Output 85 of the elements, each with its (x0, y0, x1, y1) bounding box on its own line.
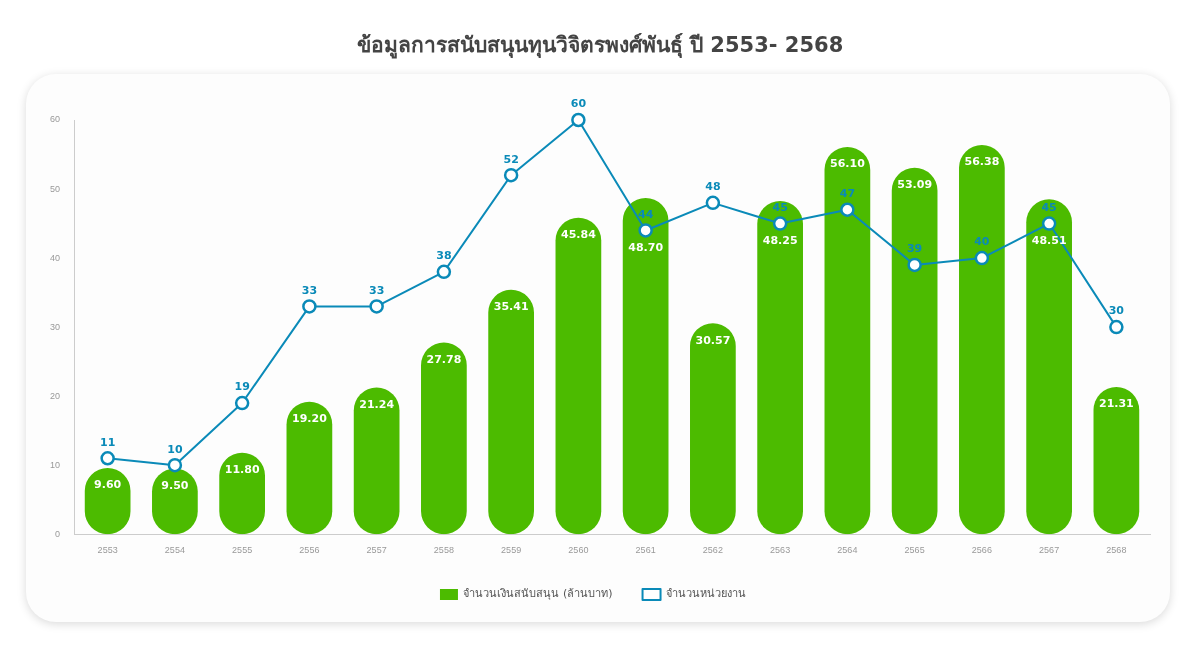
x-tick-label: 2553 (97, 545, 118, 556)
data-label: 9.60 (94, 478, 122, 492)
y-tick-label: 60 (50, 114, 61, 125)
data-label: 30 (1108, 304, 1125, 318)
data-label: 33 (301, 283, 318, 297)
y-tick-label: 0 (55, 528, 61, 539)
x-tick-label: 2560 (568, 545, 589, 556)
x-tick-label: 2557 (366, 545, 387, 556)
bar (488, 289, 534, 535)
x-tick-label: 2568 (1106, 545, 1127, 556)
data-label: 19 (234, 380, 250, 394)
x-tick-label: 2567 (1039, 545, 1060, 556)
bar (690, 323, 736, 535)
point (571, 112, 586, 128)
data-label: 45 (1041, 200, 1057, 214)
point (638, 223, 653, 238)
point (840, 202, 855, 217)
y-tick-label: 20 (50, 390, 61, 401)
data-label: 48.70 (628, 240, 664, 254)
data-label: 45.84 (560, 228, 597, 242)
data-label: 33 (368, 283, 385, 297)
bar (353, 387, 400, 535)
data-label: 45 (772, 200, 788, 214)
data-label: 35.41 (493, 300, 529, 314)
data-label: 38 (436, 249, 452, 263)
point (705, 195, 721, 211)
point (1109, 319, 1124, 335)
point (302, 299, 317, 314)
legend-label: จำนวนเงินสนับสนุน (ล้านบาท) (463, 587, 613, 601)
data-label: 56.10 (829, 157, 866, 171)
point (100, 451, 115, 466)
bar (421, 342, 467, 535)
x-tick-label: 2561 (635, 545, 656, 556)
chart-title: ข้อมูลการสนับสนุนทุนวิจิตรพงศ์พันธุ์ ปี 2553- 2568 (355, 32, 845, 61)
x-tick-label: 2564 (837, 545, 858, 556)
bar (891, 167, 938, 535)
data-label: 48 (705, 180, 721, 194)
bar (1026, 199, 1072, 535)
point (503, 167, 519, 183)
point (772, 216, 788, 231)
point (369, 299, 384, 314)
data-label: 56.38 (964, 155, 1000, 169)
data-label: 44 (637, 207, 654, 221)
point (167, 457, 183, 473)
legend-label: จำนวนหน่วยงาน (666, 587, 747, 601)
point (974, 250, 990, 266)
data-label: 21.24 (359, 397, 395, 411)
point (436, 264, 452, 280)
y-tick-label: 30 (50, 321, 61, 332)
x-tick-label: 2563 (770, 545, 791, 556)
data-label: 11 (99, 435, 116, 449)
x-tick-label: 2565 (904, 545, 925, 556)
data-label: 47 (839, 187, 856, 201)
data-label: 10 (167, 442, 183, 456)
data-label: 52 (503, 152, 519, 166)
data-label: 11.80 (224, 463, 260, 477)
data-label: 60 (570, 97, 587, 111)
x-tick-label: 2562 (702, 545, 723, 556)
data-label: 27.78 (426, 352, 462, 366)
data-label: 40 (974, 235, 990, 249)
point (907, 257, 922, 273)
data-label: 9.50 (161, 478, 189, 492)
bar (1093, 387, 1140, 535)
bar (824, 146, 871, 535)
x-tick-label: 2554 (164, 545, 185, 556)
x-tick-label: 2566 (971, 545, 992, 556)
data-label: 30.57 (695, 333, 731, 347)
point (1041, 216, 1057, 231)
bar (555, 217, 602, 535)
x-tick-label: 2555 (232, 545, 253, 556)
bar (757, 201, 803, 535)
bar (622, 198, 669, 535)
point (234, 395, 250, 411)
data-label: 39 (906, 242, 923, 256)
y-tick-label: 10 (50, 459, 61, 470)
data-label: 21.31 (1098, 397, 1134, 411)
data-label: 19.20 (291, 412, 328, 426)
y-tick-label: 40 (50, 252, 61, 263)
data-label: 48.25 (762, 233, 798, 247)
x-tick-label: 2558 (433, 545, 454, 556)
bar (959, 144, 1005, 535)
x-tick-label: 2556 (299, 545, 320, 556)
data-label: 53.09 (897, 178, 933, 192)
x-tick-label: 2559 (501, 545, 522, 556)
y-tick-label: 50 (50, 183, 61, 194)
